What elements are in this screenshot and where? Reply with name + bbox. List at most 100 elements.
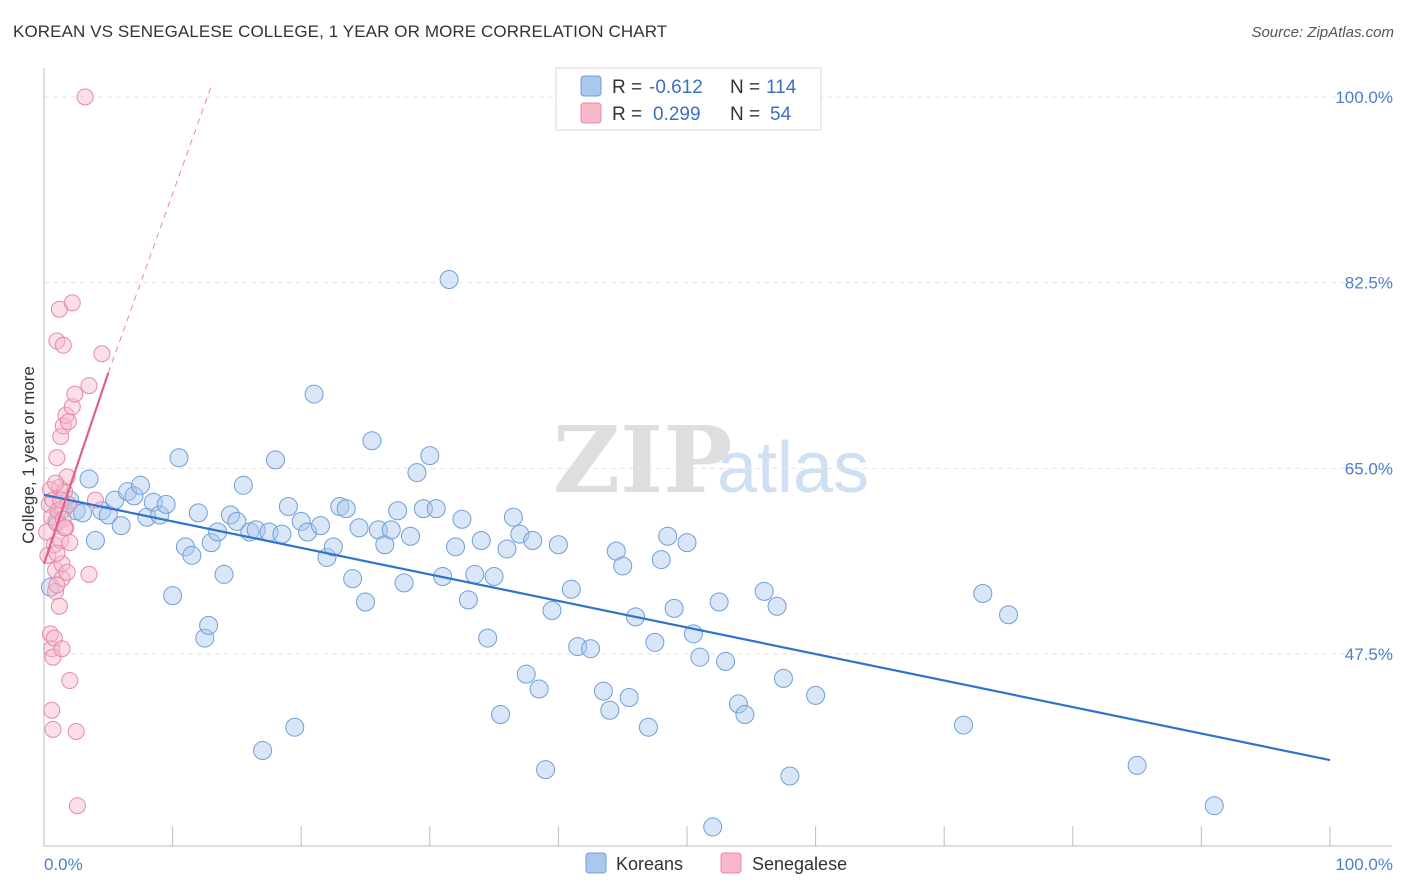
korean-point [388, 501, 408, 521]
korean-point [561, 579, 581, 599]
korean-point [452, 509, 472, 529]
korean-point [130, 475, 150, 495]
x-tick-label: 0.0% [44, 855, 83, 874]
korean-point [458, 590, 478, 610]
korean-point [735, 704, 755, 724]
korean-point [291, 511, 311, 531]
senegalese-point [80, 377, 98, 395]
korean-point [446, 537, 466, 557]
senegalese-point [63, 398, 81, 416]
legend-swatch-koreans [580, 75, 602, 97]
senegalese-point [52, 428, 70, 446]
korean-point [169, 448, 189, 468]
senegalese-point [80, 565, 98, 583]
senegalese-point [61, 672, 79, 690]
korean-point [523, 530, 543, 550]
korean-point [349, 518, 369, 538]
korean-point [304, 384, 324, 404]
korean-point [156, 494, 176, 514]
korean-point [227, 511, 247, 531]
korean-point [690, 647, 710, 667]
korean-point [199, 615, 219, 635]
koreans-trend-line [43, 493, 1331, 762]
korean-point [79, 469, 99, 489]
bottom-legend-koreans: Koreans [616, 854, 683, 874]
senegalese-point [76, 88, 94, 106]
trend-lines [42, 86, 1331, 762]
korean-point [336, 499, 356, 519]
korean-point [773, 668, 793, 688]
korean-point [478, 628, 498, 648]
bottom-legend-swatch-senegalese [720, 852, 742, 874]
korean-point [536, 760, 556, 780]
korean-point [645, 632, 665, 652]
korean-point [401, 526, 421, 546]
korean-point [754, 581, 774, 601]
korean-point [581, 639, 601, 659]
korean-point [356, 592, 375, 612]
x-tick-label: 100.0% [1335, 855, 1393, 874]
senegalese-point [47, 474, 65, 492]
legend-n-label-senegalese: N = [730, 104, 760, 125]
legend-swatch-senegalese [580, 102, 602, 124]
y-tick-label: 100.0% [1335, 88, 1393, 107]
senegalese-points [38, 88, 111, 815]
y-tick-labels: 47.5% 65.0% 82.5% 100.0% [1335, 88, 1393, 664]
korean-point [465, 564, 485, 584]
korean-point [111, 516, 131, 536]
y-axis-label: College, 1 year or more [19, 366, 38, 544]
korean-point [593, 681, 613, 701]
korean-point [253, 741, 273, 761]
legend-n-value-senegalese: 54 [770, 104, 792, 125]
korean-point [658, 526, 678, 546]
korean-point [420, 446, 440, 466]
senegalese-point [48, 576, 66, 594]
senegalese-point [54, 336, 72, 354]
senegalese-point [48, 544, 66, 562]
watermark-zip: ZIP [553, 406, 732, 514]
korean-point [953, 715, 973, 735]
senegalese-point [58, 563, 76, 581]
korean-point [124, 486, 144, 506]
y-tick-label: 65.0% [1345, 459, 1393, 478]
korean-point [548, 535, 568, 555]
senegalese-point [63, 294, 81, 312]
korean-point [484, 567, 504, 587]
legend-r-value-senegalese: 0.299 [653, 104, 701, 125]
korean-point [806, 685, 826, 705]
source-label: Source: ZipAtlas.com [1251, 24, 1394, 41]
korean-point [285, 717, 305, 737]
senegalese-point [67, 722, 85, 740]
korean-point [973, 584, 993, 604]
korean-point [1127, 755, 1147, 775]
legend-r-value-koreans: -0.612 [649, 77, 703, 98]
senegalese-point [93, 345, 111, 363]
senegalese-point [48, 449, 66, 467]
korean-point [381, 520, 401, 540]
korean-point [426, 499, 446, 519]
senegalese-trend-line [42, 372, 110, 565]
korean-point [1204, 796, 1224, 816]
senegalese-point [43, 701, 61, 719]
legend-r-label-koreans: R = [612, 77, 642, 98]
senegalese-point [59, 413, 77, 431]
korean-point [497, 539, 517, 559]
korean-point [709, 592, 729, 612]
korean-point [85, 530, 105, 550]
senegalese-trend-extension [107, 86, 212, 374]
korean-point [343, 569, 363, 589]
senegalese-point [53, 555, 71, 573]
chart-title: KOREAN VS SENEGALESE COLLEGE, 1 YEAR OR … [13, 22, 668, 41]
grid-lines [44, 96, 1392, 655]
senegalese-point [44, 720, 62, 738]
senegalese-point [68, 797, 86, 815]
koreans-points [40, 269, 1224, 837]
korean-point [767, 596, 787, 616]
senegalese-point [66, 385, 84, 403]
korean-point [195, 628, 215, 648]
korean-point [728, 694, 748, 714]
legend-n-value-koreans: 114 [766, 77, 797, 98]
korean-point [491, 704, 511, 724]
korean-point [310, 516, 330, 536]
